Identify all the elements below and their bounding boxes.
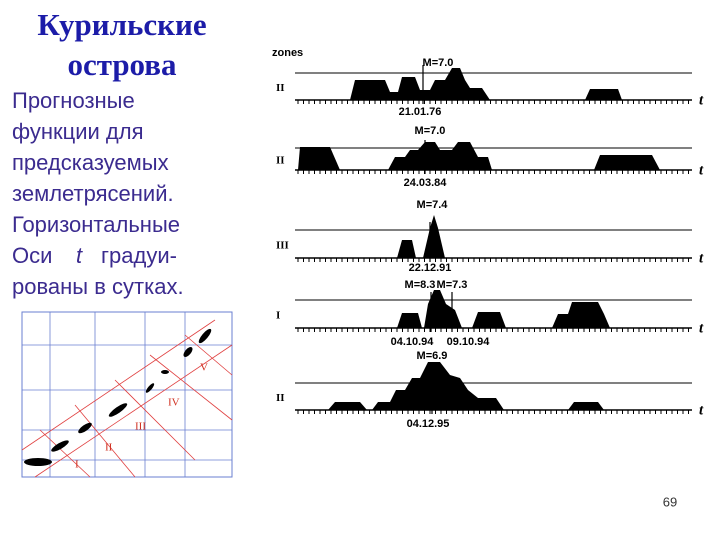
map-zone-label: I xyxy=(75,459,79,471)
title-line: Курильские xyxy=(37,7,206,42)
axis-symbol: t xyxy=(699,162,704,178)
map-islands xyxy=(24,328,212,466)
magnitude-label: M=7.4 xyxy=(417,199,449,211)
map-zone-label: V xyxy=(200,362,208,374)
zone-label: II xyxy=(276,392,285,404)
magnitude-label: M=8.3 xyxy=(405,279,436,291)
axis-symbol: t xyxy=(699,92,704,108)
map-frame xyxy=(21,311,233,478)
body-line: Оси xyxy=(12,243,52,268)
axis-symbol: t xyxy=(699,250,704,266)
body-line: рованы в сутках. xyxy=(12,274,184,299)
zone-label: II xyxy=(276,155,285,167)
body-line: предсказуемых xyxy=(12,150,169,175)
body-line: градуи- xyxy=(101,243,177,268)
body-line: функции для xyxy=(12,119,144,144)
date-label: 09.10.94 xyxy=(447,336,491,348)
date-label: 04.12.95 xyxy=(407,418,450,430)
zone-label: II xyxy=(276,82,285,94)
body-line: землетрясений. xyxy=(12,181,174,206)
map-zone-label: IV xyxy=(168,397,180,409)
body-line: Прогнозные xyxy=(12,88,135,113)
panels: IIM=7.021.01.76tIIM=7.024.03.84tIIIM=7.4… xyxy=(276,57,704,430)
map-zone-label: III xyxy=(135,421,146,433)
body-symbol: t xyxy=(76,243,83,268)
body-line: Горизонтальные xyxy=(12,212,180,237)
date-label: 21.01.76 xyxy=(399,106,442,118)
magnitude-label: M=6.9 xyxy=(417,350,448,362)
title-line: острова xyxy=(67,47,177,82)
date-label: 24.03.84 xyxy=(404,177,448,189)
map-grid xyxy=(22,312,232,477)
zone-label: III xyxy=(276,240,289,252)
magnitude-label: M=7.3 xyxy=(437,279,468,291)
page-number: 69 xyxy=(663,494,677,509)
axis-symbol: t xyxy=(699,402,704,418)
map-zone-lines xyxy=(21,319,233,478)
map: I II III IV V xyxy=(21,311,233,478)
axis-symbol: t xyxy=(699,320,704,336)
map-zone-label: II xyxy=(105,442,113,454)
magnitude-label: M=7.0 xyxy=(423,57,454,69)
date-label: 22.12.91 xyxy=(409,262,452,274)
magnitude-label: M=7.0 xyxy=(415,125,446,137)
forecast-shapes xyxy=(298,68,660,410)
zone-label: I xyxy=(276,310,280,322)
zones-header: zones xyxy=(272,47,303,59)
date-label: 04.10.94 xyxy=(391,336,435,348)
